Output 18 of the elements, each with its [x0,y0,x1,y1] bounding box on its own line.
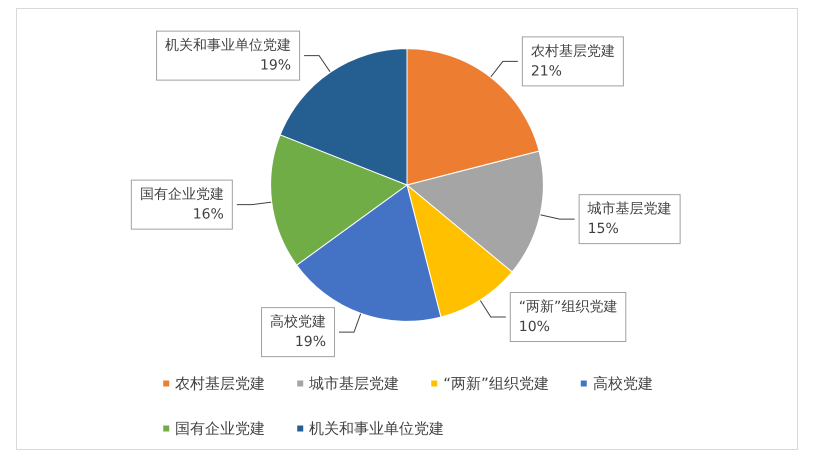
legend-label: 农村基层党建 [174,374,265,392]
data-label: 19% [294,334,326,350]
data-label: 10% [518,319,550,336]
slice-label: 农村基层党建 [530,43,614,60]
slice-label: 国有企业党建 [139,186,224,203]
slice-label: 高校党建 [270,314,326,330]
data-label: 19% [259,58,291,74]
legend-label: “两新”组织党建 [442,374,548,392]
data-label: 21% [530,63,562,80]
slice-label: “两新”组织党建 [518,299,617,316]
legend-label: 国有企业党建 [174,420,265,438]
slice-label: 机关和事业单位党建 [164,38,291,54]
data-label: 15% [587,221,618,238]
legend-label: 城市基层党建 [308,374,399,392]
data-label: 16% [192,206,224,223]
legend-label: 机关和事业单位党建 [308,420,444,438]
slice-label: 城市基层党建 [586,201,672,218]
legend-label: 高校党建 [592,374,652,392]
